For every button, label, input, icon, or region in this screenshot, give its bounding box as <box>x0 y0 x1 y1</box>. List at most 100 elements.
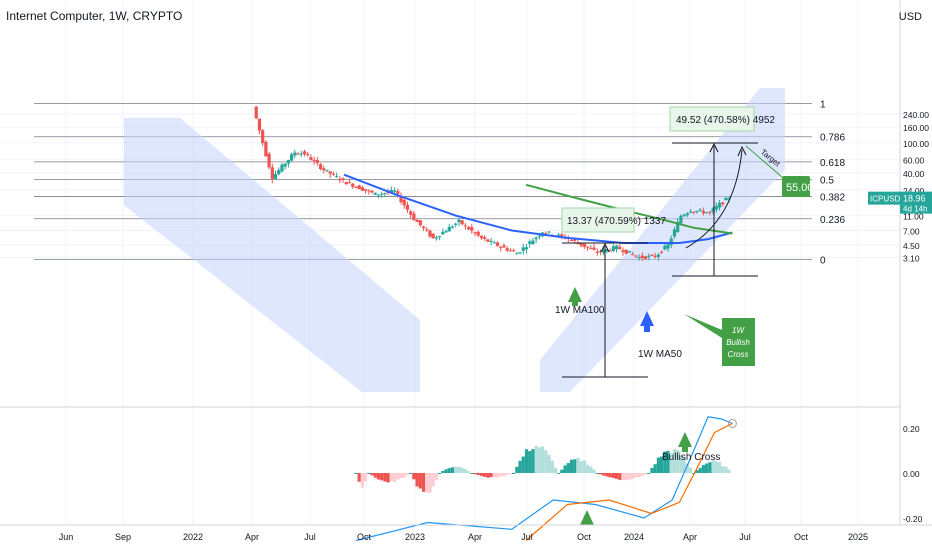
candle-body <box>441 231 445 235</box>
y-tick-label: 7.00 <box>903 227 920 237</box>
candle-body <box>380 193 384 195</box>
macd-bar <box>682 457 686 473</box>
macd-bar <box>428 473 432 493</box>
macd-bar <box>454 466 458 473</box>
macd-bar <box>563 465 567 473</box>
candle-body <box>721 202 725 205</box>
candle-body <box>360 187 364 191</box>
macd-bar <box>705 463 709 473</box>
macd-bar <box>676 450 680 473</box>
macd-bar <box>380 473 384 481</box>
candle-body <box>627 251 632 253</box>
candle-body <box>409 211 413 215</box>
macd-bar <box>386 473 390 483</box>
macd-bar <box>518 460 522 473</box>
measure-box-1 <box>561 207 635 233</box>
ma100-line <box>525 183 733 235</box>
macd-tick-label: 0.00 <box>903 469 920 479</box>
candle-body <box>257 118 262 131</box>
macd-bar <box>418 473 422 489</box>
macd-bar <box>688 467 693 473</box>
candle-body <box>261 130 265 143</box>
macd-bar <box>544 450 548 473</box>
candle-body <box>698 209 702 211</box>
bullish-cross-label-2: Bullish <box>726 338 750 347</box>
macd-bar <box>695 470 699 473</box>
signal-line <box>525 422 733 541</box>
candle-body <box>354 186 358 188</box>
candle-body <box>277 170 281 175</box>
macd-bar <box>434 473 438 480</box>
macd-bar <box>450 467 455 473</box>
candle-body <box>598 251 603 253</box>
macd-bar <box>573 459 577 473</box>
candle-body <box>685 213 689 216</box>
candle-body <box>351 183 355 187</box>
candle-body <box>328 171 332 174</box>
macd-bar <box>479 473 484 476</box>
candle-body <box>586 246 590 248</box>
candle-body <box>518 252 522 254</box>
candle-body <box>392 190 397 192</box>
candle-body <box>412 213 416 221</box>
macd-bar <box>466 471 471 473</box>
candle-body <box>544 233 548 235</box>
macd-panel: Bullish Cross <box>0 406 900 542</box>
chart-title: Internet Computer, 1W, CRYPTO <box>6 9 183 23</box>
candle-body <box>463 225 467 227</box>
y-tick-label: 3.10 <box>903 253 920 263</box>
macd-bar <box>656 457 660 473</box>
measure-label-2: 49.52 (470.58%) 4952 <box>676 115 775 126</box>
candle-body <box>431 233 435 239</box>
candle-body <box>293 152 297 156</box>
macd-bar <box>602 473 606 476</box>
candle-body <box>357 185 361 190</box>
candles <box>254 106 731 261</box>
candle-body <box>534 237 538 240</box>
candle-body <box>637 257 641 259</box>
candle-body <box>505 248 509 251</box>
x-tick-label: Oct <box>577 532 592 542</box>
candle-body <box>602 249 606 253</box>
candle-body <box>605 249 609 252</box>
macd-bar <box>360 473 364 488</box>
macd-bar <box>624 473 628 481</box>
ma100-arrow <box>568 287 582 306</box>
candle-body <box>531 240 535 245</box>
candle-body <box>663 246 667 250</box>
macd-bar <box>473 473 477 475</box>
candle-body <box>701 210 706 214</box>
macd-bar <box>550 460 554 473</box>
macd-bar <box>614 473 619 479</box>
macd-bar <box>441 471 445 473</box>
candle-body <box>711 208 715 212</box>
candle-body <box>537 235 541 237</box>
candle-body <box>466 227 471 230</box>
y-tick-label: 160.00 <box>903 123 929 133</box>
x-tick-label: Jul <box>521 532 533 542</box>
candle-body <box>724 197 728 201</box>
macd-bar <box>672 449 677 473</box>
projection-curve <box>685 149 743 249</box>
candle-body <box>447 226 451 232</box>
ma50-arrow <box>640 311 654 332</box>
macd-bar <box>499 473 503 477</box>
fib-label: 0.236 <box>820 215 845 226</box>
macd-bar <box>396 473 400 480</box>
candle-body <box>727 198 731 200</box>
macd-bar <box>727 469 731 473</box>
candle-body <box>621 250 625 253</box>
x-tick-label: Apr <box>468 532 482 542</box>
y-tick-label: 24.00 <box>903 186 925 196</box>
macd-bar <box>524 449 529 473</box>
macd-bar <box>634 473 638 478</box>
macd-bar <box>711 460 715 473</box>
candle-body <box>396 191 400 194</box>
currency-label[interactable]: USD <box>898 11 922 23</box>
candle-body <box>688 211 693 213</box>
ticker-price-badge <box>900 191 932 214</box>
macd-bar <box>598 473 603 475</box>
macd-bar <box>698 467 702 473</box>
candle-body <box>444 231 448 233</box>
